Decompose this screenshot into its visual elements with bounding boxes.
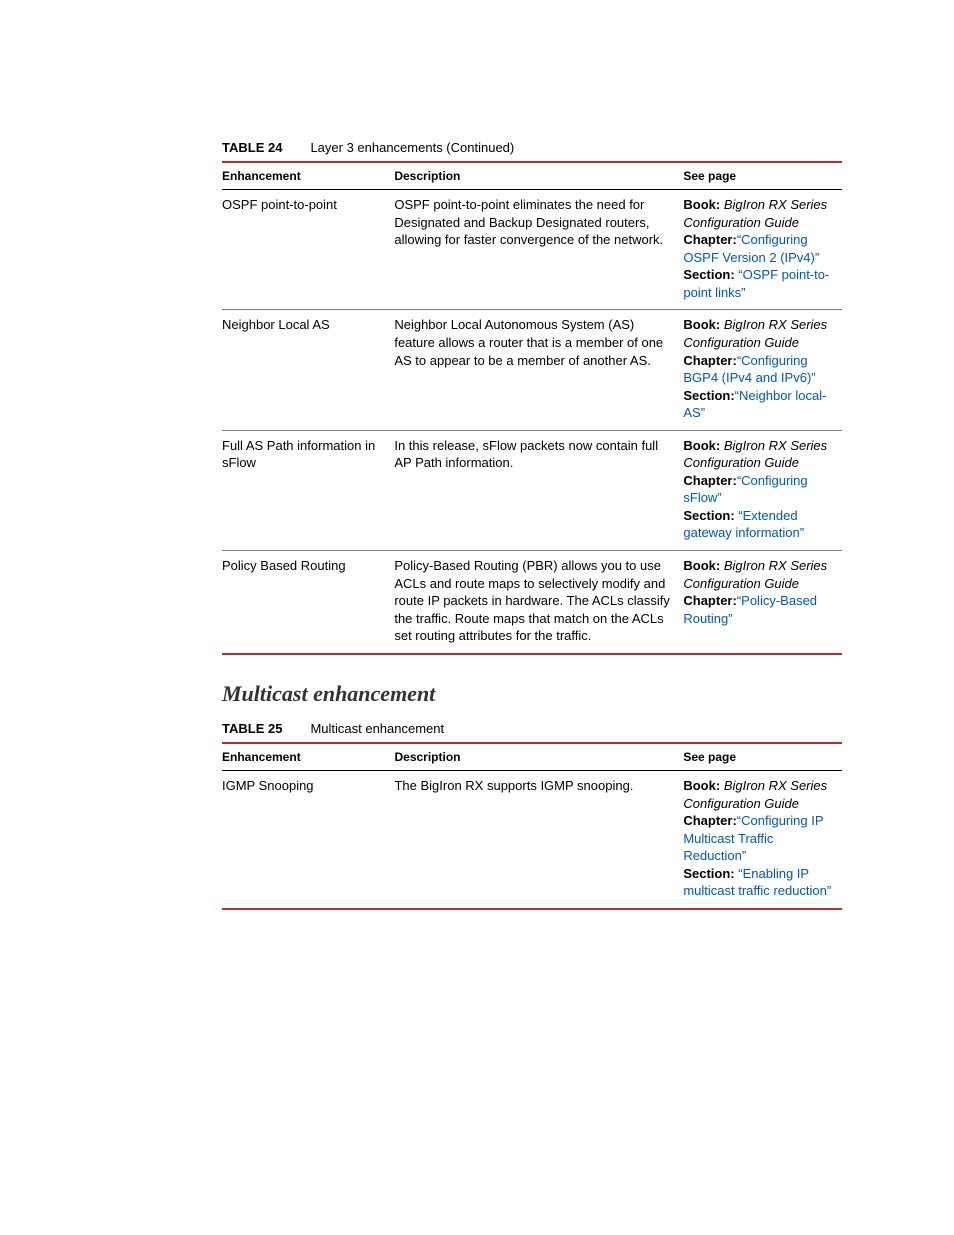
chapter-label: Chapter: (683, 473, 736, 488)
book-label: Book: (683, 558, 720, 573)
cell-enhancement: OSPF point-to-point (222, 190, 394, 310)
chapter-label: Chapter: (683, 232, 736, 247)
table24: Enhancement Description See page OSPF po… (222, 161, 842, 655)
cell-description: OSPF point-to-point eliminates the need … (394, 190, 683, 310)
chapter-label: Chapter: (683, 353, 736, 368)
section-label: Section: (683, 388, 734, 403)
cell-enhancement: Policy Based Routing (222, 551, 394, 654)
th-enhancement: Enhancement (222, 743, 394, 771)
table25-caption: TABLE 25 Multicast enhancement (222, 721, 842, 736)
table-row: Full AS Path information in sFlow In thi… (222, 430, 842, 550)
cell-description: In this release, sFlow packets now conta… (394, 430, 683, 550)
table-row: Policy Based Routing Policy-Based Routin… (222, 551, 842, 654)
book-label: Book: (683, 317, 720, 332)
table-row: Neighbor Local AS Neighbor Local Autonom… (222, 310, 842, 430)
cell-seepage: Book: BigIron RX Series Configuration Gu… (683, 551, 842, 654)
section-label: Section: (683, 866, 734, 881)
th-description: Description (394, 743, 683, 771)
cell-seepage: Book: BigIron RX Series Configuration Gu… (683, 190, 842, 310)
table-row: OSPF point-to-point OSPF point-to-point … (222, 190, 842, 310)
table24-number: TABLE 24 (222, 140, 282, 155)
chapter-label: Chapter: (683, 593, 736, 608)
cell-seepage: Book: BigIron RX Series Configuration Gu… (683, 770, 842, 908)
cell-enhancement: Neighbor Local AS (222, 310, 394, 430)
th-enhancement: Enhancement (222, 162, 394, 190)
cell-enhancement: IGMP Snooping (222, 770, 394, 908)
cell-description: The BigIron RX supports IGMP snooping. (394, 770, 683, 908)
table24-title: Layer 3 enhancements (Continued) (310, 140, 514, 155)
table25-number: TABLE 25 (222, 721, 282, 736)
th-description: Description (394, 162, 683, 190)
cell-seepage: Book: BigIron RX Series Configuration Gu… (683, 430, 842, 550)
section-label: Section: (683, 267, 734, 282)
section-heading: Multicast enhancement (222, 681, 842, 707)
book-label: Book: (683, 438, 720, 453)
th-seepage: See page (683, 162, 842, 190)
table25-title: Multicast enhancement (310, 721, 444, 736)
cell-description: Neighbor Local Autonomous System (AS) fe… (394, 310, 683, 430)
table24-header-row: Enhancement Description See page (222, 162, 842, 190)
table-row: IGMP Snooping The BigIron RX supports IG… (222, 770, 842, 908)
cell-description: Policy-Based Routing (PBR) allows you to… (394, 551, 683, 654)
book-label: Book: (683, 197, 720, 212)
book-label: Book: (683, 778, 720, 793)
section-label: Section: (683, 508, 734, 523)
cell-enhancement: Full AS Path information in sFlow (222, 430, 394, 550)
chapter-label: Chapter: (683, 813, 736, 828)
table24-caption: TABLE 24 Layer 3 enhancements (Continued) (222, 140, 842, 155)
table25: Enhancement Description See page IGMP Sn… (222, 742, 842, 910)
th-seepage: See page (683, 743, 842, 771)
table25-header-row: Enhancement Description See page (222, 743, 842, 771)
cell-seepage: Book: BigIron RX Series Configuration Gu… (683, 310, 842, 430)
